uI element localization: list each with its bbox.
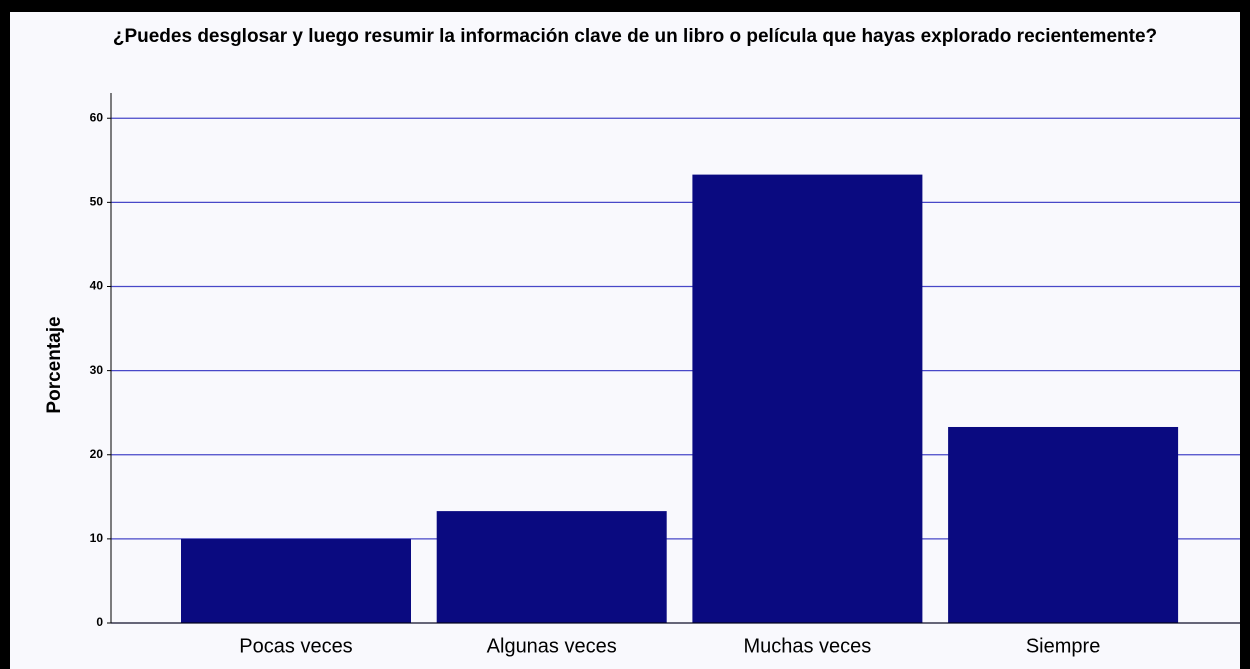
x-tick-label: Algunas veces (487, 635, 617, 657)
y-tick-label: 40 (90, 279, 104, 293)
y-tick-label: 30 (90, 363, 104, 377)
y-tick-label: 0 (96, 615, 103, 629)
bar (181, 538, 411, 623)
y-tick-label: 60 (90, 110, 104, 124)
chart-title: ¿Puedes desglosar y luego resumir la inf… (112, 26, 1158, 47)
x-tick-label: Muchas veces (743, 635, 871, 657)
bar (436, 511, 667, 623)
y-axis-label: Porcentaje (44, 316, 65, 413)
y-tick-label: 50 (90, 195, 104, 209)
x-tick-label: Siempre (1026, 635, 1100, 657)
y-tick-label: 20 (90, 447, 104, 461)
y-tick-label: 10 (90, 531, 104, 545)
bar (948, 426, 1179, 623)
x-tick-label: Pocas veces (239, 635, 352, 657)
bar (692, 174, 923, 623)
